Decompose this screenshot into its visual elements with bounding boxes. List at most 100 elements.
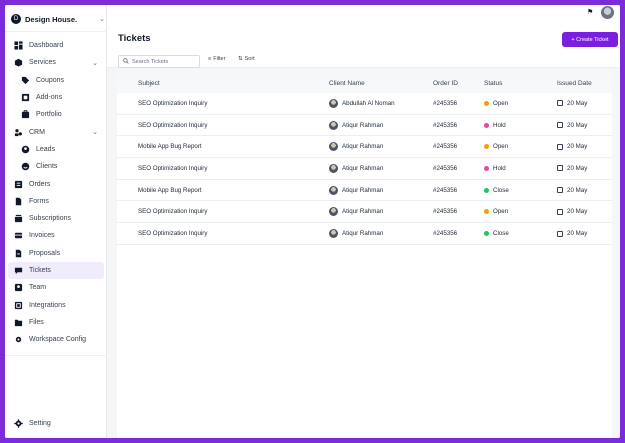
sidebar-item-leads[interactable]: Leads <box>5 141 107 158</box>
column-header-status[interactable]: Status <box>484 79 503 87</box>
sidebar-item-tickets[interactable]: Tickets <box>8 261 104 280</box>
sidebar-item-label: Dashboard <box>29 42 64 50</box>
issued-date: 20 May <box>557 223 587 244</box>
issued-date: 20 May <box>557 93 587 114</box>
sidebar-item-add-ons[interactable]: Add-ons <box>5 89 107 106</box>
sidebar-item-label: Services <box>29 59 56 67</box>
avatar[interactable] <box>601 6 614 19</box>
calendar-icon <box>557 100 563 107</box>
sidebar-item-services[interactable]: Services ⌄ <box>5 54 107 71</box>
status-dot-icon <box>484 187 489 193</box>
sidebar-item-clients[interactable]: Clients <box>5 158 107 175</box>
sort-icon: ⇅ <box>238 56 243 62</box>
create-ticket-button[interactable]: + Create Ticket <box>562 32 618 47</box>
status-badge: Hold <box>484 158 506 179</box>
order-id: #245356 <box>433 208 458 216</box>
sidebar-nav: Dashboard Services ⌄ Coupons Add-ons Portfoli… <box>5 37 107 348</box>
table-row[interactable]: SEO Optimization Inquiry Atiqur Rahman #24… <box>117 202 612 224</box>
ticket-subject[interactable]: SEO Optimization Inquiry <box>138 208 208 216</box>
main-content: ⚑ Tickets + Create Ticket Search Tickets… <box>107 5 620 438</box>
settings-icon <box>14 419 23 428</box>
sidebar-item-files[interactable]: Files <box>5 314 107 331</box>
bell-icon[interactable]: ⚑ <box>587 9 594 16</box>
sidebar-item-forms[interactable]: Forms <box>5 193 107 210</box>
form-icon <box>14 197 23 206</box>
status-badge: Open <box>484 136 508 157</box>
subscription-icon <box>14 214 23 223</box>
column-header-client[interactable]: Client Name <box>329 79 365 87</box>
client-cell: Atiqur Rahman <box>329 202 383 223</box>
chevron-down-icon[interactable]: ⌄ <box>92 59 98 67</box>
column-header-date[interactable]: Issued Date <box>557 79 592 87</box>
status-badge: Close <box>484 223 509 244</box>
sort-button[interactable]: ⇅ Sort <box>238 56 255 62</box>
sidebar-item-orders[interactable]: Orders <box>5 175 107 192</box>
chevron-down-icon[interactable]: ⌄ <box>92 129 98 137</box>
orders-icon <box>14 180 23 189</box>
status-badge: Open <box>484 202 508 223</box>
filter-icon: ≡ <box>208 56 212 62</box>
addon-icon <box>21 93 30 102</box>
sidebar-item-label: Orders <box>29 180 51 188</box>
ticket-subject[interactable]: SEO Optimization Inquiry <box>138 230 208 238</box>
ticket-subject[interactable]: SEO Optimization Inquiry <box>138 164 208 172</box>
filter-button[interactable]: ≡ Filter <box>208 56 225 62</box>
smile-icon <box>21 162 30 171</box>
client-cell: Atiqur Rahman <box>329 223 383 244</box>
status-dot-icon <box>484 122 489 128</box>
table-row[interactable]: SEO Optimization Inquiry Atiqur Rahman #24… <box>117 158 612 180</box>
top-bar: ⚑ <box>107 5 620 23</box>
sidebar-item-crm[interactable]: CRM ⌄ <box>5 123 107 140</box>
grid-icon <box>14 41 23 50</box>
sidebar: D Design House. ⌄ Dashboard Services ⌄ Coup… <box>5 5 107 438</box>
sidebar-item-integrations[interactable]: Integrations <box>5 296 107 313</box>
proposal-icon <box>14 249 23 258</box>
ticket-subject[interactable]: Mobile App Bug Report <box>138 143 202 151</box>
search-placeholder: Search Tickets <box>132 58 169 65</box>
status-badge: Close <box>484 180 509 201</box>
status-label: Open <box>493 143 509 151</box>
ticket-subject[interactable]: SEO Optimization Inquiry <box>138 99 208 107</box>
search-input[interactable]: Search Tickets <box>118 55 200 68</box>
order-id: #245356 <box>433 230 458 238</box>
column-header-subject[interactable]: Subject <box>138 79 160 87</box>
avatar <box>329 142 338 152</box>
integration-icon <box>14 301 23 310</box>
app-window: D Design House. ⌄ Dashboard Services ⌄ Coup… <box>5 5 620 438</box>
page-header: Tickets + Create Ticket Search Tickets ≡… <box>107 23 620 68</box>
workspace-switcher[interactable]: D Design House. ⌄ <box>11 10 105 28</box>
tag-icon <box>21 76 30 85</box>
client-cell: Atiqur Rahman <box>329 180 383 201</box>
sidebar-item-setting[interactable]: Setting <box>5 415 107 432</box>
sidebar-item-workspace-config[interactable]: Workspace Config <box>5 331 107 348</box>
sidebar-item-label: Integrations <box>29 301 66 309</box>
sidebar-item-portfolio[interactable]: Portfolio <box>5 106 107 123</box>
column-header-order[interactable]: Order ID <box>433 79 458 87</box>
sidebar-item-team[interactable]: Team <box>5 279 107 296</box>
table-row[interactable]: Mobile App Bug Report Atiqur Rahman #24535… <box>117 136 612 159</box>
sidebar-item-invoices[interactable]: Invoices <box>5 227 107 244</box>
date-label: 20 May <box>567 143 588 151</box>
table-row[interactable]: SEO Optimization Inquiry Abdullah Al Noma… <box>117 93 612 115</box>
sidebar-item-dashboard[interactable]: Dashboard <box>5 37 107 54</box>
status-dot-icon <box>484 144 489 150</box>
sidebar-item-label: Coupons <box>36 76 65 84</box>
table-row[interactable]: Mobile App Bug Report Atiqur Rahman #24535… <box>117 180 612 202</box>
client-cell: Atiqur Rahman <box>329 115 383 136</box>
client-name: Atiqur Rahman <box>342 186 384 194</box>
order-id: #245356 <box>433 164 458 172</box>
status-label: Close <box>493 230 509 238</box>
date-label: 20 May <box>567 164 588 172</box>
sidebar-item-subscriptions[interactable]: Subscriptions <box>5 210 107 227</box>
client-name: Atiqur Rahman <box>342 121 384 129</box>
sidebar-item-label: Files <box>29 318 44 326</box>
sidebar-item-proposals[interactable]: Proposals <box>5 245 107 262</box>
ticket-subject[interactable]: SEO Optimization Inquiry <box>138 121 208 129</box>
sidebar-item-coupons[interactable]: Coupons <box>5 72 107 89</box>
ticket-subject[interactable]: Mobile App Bug Report <box>138 186 202 194</box>
table-row[interactable]: SEO Optimization Inquiry Atiqur Rahman #24… <box>117 115 612 137</box>
table-row[interactable]: SEO Optimization Inquiry Atiqur Rahman #24… <box>117 223 612 245</box>
divider <box>5 355 107 356</box>
client-cell: Abdullah Al Noman <box>329 93 395 114</box>
filter-label: Filter <box>213 56 226 62</box>
